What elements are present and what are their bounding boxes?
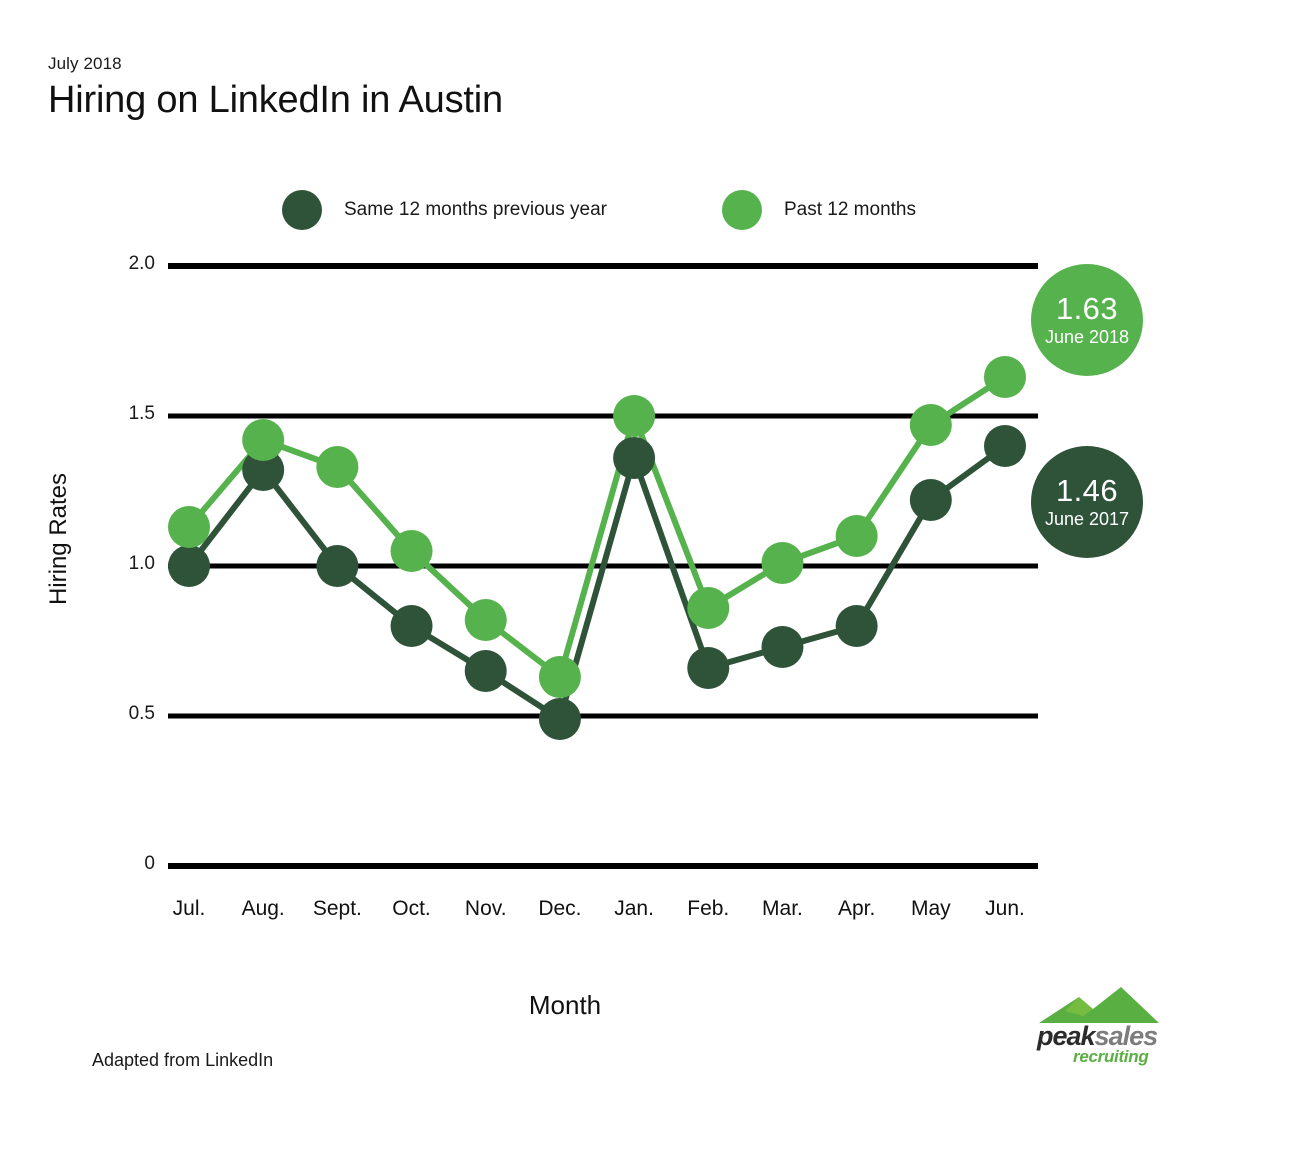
legend-swatch-dark-green xyxy=(282,190,322,230)
x-axis-tick-label: Dec. xyxy=(538,897,582,920)
logo-word-peak: peak xyxy=(1037,1021,1096,1051)
mountain-icon xyxy=(1039,987,1159,1023)
data-point[interactable] xyxy=(316,446,359,488)
peaksales-logo[interactable]: peaksales recruiting xyxy=(1035,985,1175,1067)
date-label: July 2018 xyxy=(48,54,122,73)
callout-value: 1.63 xyxy=(1056,291,1118,326)
data-point[interactable] xyxy=(984,425,1026,467)
legend-item-past-12-months[interactable]: Past 12 months xyxy=(721,190,916,230)
callout-caption: June 2018 xyxy=(1044,327,1130,347)
legend-label-past-12-months: Past 12 months xyxy=(783,199,916,220)
chart-header: July 2018 Hiring on LinkedIn in Austin xyxy=(48,54,503,124)
series-markers xyxy=(168,356,1026,740)
y-axis-tick-label: 0.5 xyxy=(128,703,155,724)
x-axis-tick-label: Sept. xyxy=(312,897,362,920)
data-point[interactable] xyxy=(687,647,730,689)
data-point[interactable] xyxy=(761,626,804,668)
data-point[interactable] xyxy=(835,515,878,557)
callout-june-2018[interactable]: 1.63 June 2018 xyxy=(1031,264,1143,376)
x-axis-tick-label: Nov. xyxy=(464,897,507,920)
y-axis-label: Hiring Rates xyxy=(45,472,72,606)
y-axis-tick-label: 0 xyxy=(144,853,155,874)
y-axis-tick-label: 1.0 xyxy=(128,553,155,574)
legend-swatch-light-green xyxy=(721,190,762,230)
series-line-previous-year xyxy=(186,443,1008,722)
data-point[interactable] xyxy=(464,650,507,692)
data-point[interactable] xyxy=(909,404,952,446)
data-point[interactable] xyxy=(390,530,433,572)
x-axis-tick-label: Feb. xyxy=(687,897,730,920)
callout-caption: June 2017 xyxy=(1044,509,1130,529)
data-point[interactable] xyxy=(464,599,507,641)
data-point[interactable] xyxy=(613,437,656,479)
data-point[interactable] xyxy=(242,419,285,461)
x-axis-tick-label: Jul. xyxy=(172,897,206,920)
series-line-past-12-months xyxy=(186,374,1008,680)
x-axis-tick-label: Jan. xyxy=(614,897,654,920)
data-point[interactable] xyxy=(168,545,210,587)
logo-word-sales: sales xyxy=(1094,1021,1159,1051)
page-title: Hiring on LinkedIn in Austin xyxy=(48,79,503,121)
logo-tagline: recruiting xyxy=(1073,1047,1149,1066)
logo-wordmark: peaksales xyxy=(1037,1021,1159,1052)
data-point[interactable] xyxy=(984,356,1026,398)
x-axis-tick-label: May xyxy=(910,897,951,920)
data-point[interactable] xyxy=(538,698,581,740)
x-axis-tick-label: Jun. xyxy=(985,897,1025,920)
chart-legend: Same 12 months previous year Past 12 mon… xyxy=(282,190,916,230)
callout-june-2017[interactable]: 1.46 June 2017 xyxy=(1031,446,1143,558)
data-point[interactable] xyxy=(316,545,359,587)
x-axis-tick-label: Aug. xyxy=(241,897,285,920)
x-axis-tick-label: Oct. xyxy=(392,897,431,920)
x-axis-tick-label: Mar. xyxy=(762,897,803,920)
data-point[interactable] xyxy=(613,395,656,437)
source-note: Adapted from LinkedIn xyxy=(92,1050,274,1070)
x-axis-label: Month xyxy=(528,990,602,1020)
data-point[interactable] xyxy=(761,542,804,584)
legend-item-previous-year[interactable]: Same 12 months previous year xyxy=(282,190,607,230)
data-point[interactable] xyxy=(909,479,952,521)
legend-label-previous-year: Same 12 months previous year xyxy=(344,199,607,220)
y-axis-tick-label: 2.0 xyxy=(128,253,155,274)
y-axis-tick-label: 1.5 xyxy=(128,403,155,424)
data-point[interactable] xyxy=(242,449,285,491)
series-lines xyxy=(186,374,1008,722)
data-point[interactable] xyxy=(687,587,730,629)
x-axis-tick-label: Apr. xyxy=(837,897,876,920)
data-point[interactable] xyxy=(168,506,210,548)
callout-value: 1.46 xyxy=(1056,473,1118,508)
data-point[interactable] xyxy=(538,656,581,698)
data-point[interactable] xyxy=(835,605,878,647)
data-point[interactable] xyxy=(390,605,433,647)
